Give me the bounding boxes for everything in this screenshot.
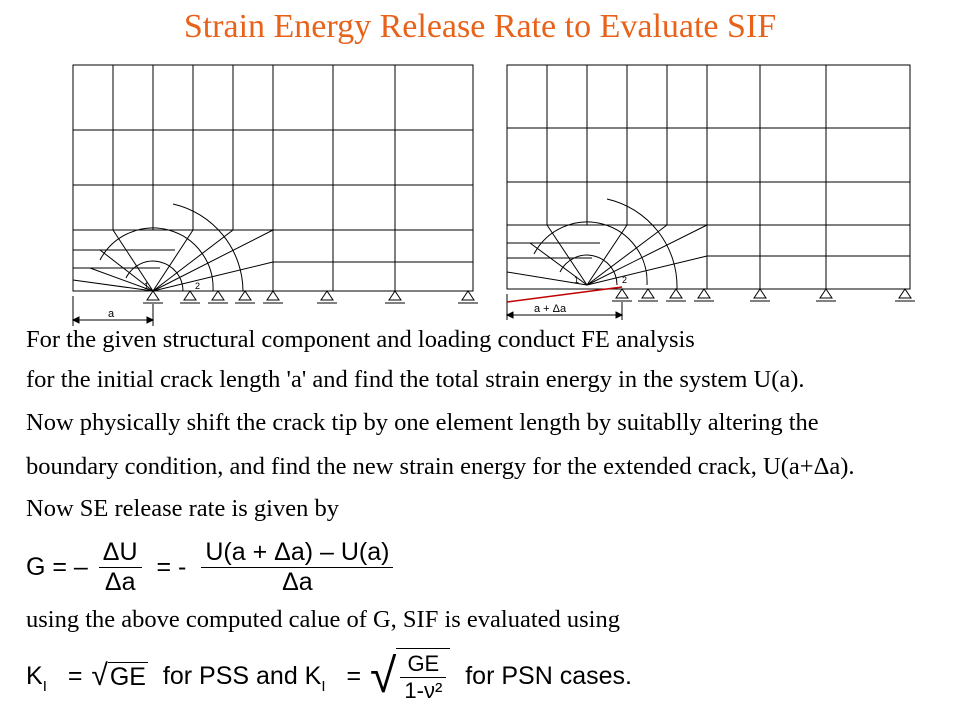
g-fraction-1: ΔU Δa [98,538,142,597]
sqrt-ge: √GE [91,659,148,692]
crack-extension-line [506,286,623,303]
g-equation: G = – ΔU Δa = - U(a + Δa) – U(a) Δa [26,538,394,597]
psn-text: for PSN cases. [465,661,632,690]
left-node-1-label: 1 [144,281,149,291]
sqrt-numerator: GE [400,651,447,678]
g-equation-lhs: G = – [26,553,88,581]
k-equals-2: = [346,661,362,690]
pss-text: for PSS and KI [162,661,326,695]
left-supports [143,290,478,304]
k-equation: KI = √GE for PSS and KI = √ GE 1-ν² for … [26,648,632,704]
right-node-2-label: 2 [622,275,627,285]
body-line-4: boundary condition, and find the new str… [26,453,855,480]
sqrt-fraction: √ GE 1-ν² [370,648,451,703]
body-line-3: Now physically shift the crack tip by on… [26,409,819,436]
k-subscript-2: I [321,677,326,695]
body-line-5: Now SE release rate is given by [26,495,339,522]
k-symbol: K [26,661,43,690]
right-fe-mesh [505,64,915,320]
right-supports [612,288,915,302]
g-fraction-2-denominator: Δa [282,568,313,596]
body-line-1: For the given structural component and l… [26,326,695,353]
sqrt-ge-content: GE [107,662,148,691]
body-line-2: for the initial crack length 'a' and fin… [26,366,805,393]
g-fraction-2-numerator: U(a + Δa) – U(a) [201,538,394,568]
g-fraction-1-denominator: Δa [104,568,136,596]
right-node-1-label: 1 [574,275,579,285]
left-fe-mesh [71,64,478,326]
right-dimension-label: a + Δa [534,303,567,315]
g-equation-mid: = - [156,553,187,581]
k-equals: = [67,661,83,690]
k-subscript: I [42,677,47,695]
left-dimension-label: a [108,308,115,320]
body-line-6: using the above computed calue of G, SIF… [26,606,620,633]
sqrt-denominator: 1-ν² [404,678,443,703]
g-fraction-2: U(a + Δa) – U(a) Δa [201,538,394,597]
slide-title: Strain Energy Release Rate to Evaluate S… [183,8,777,45]
left-node-2-label: 2 [195,281,200,291]
g-fraction-1-numerator: ΔU [98,538,142,568]
